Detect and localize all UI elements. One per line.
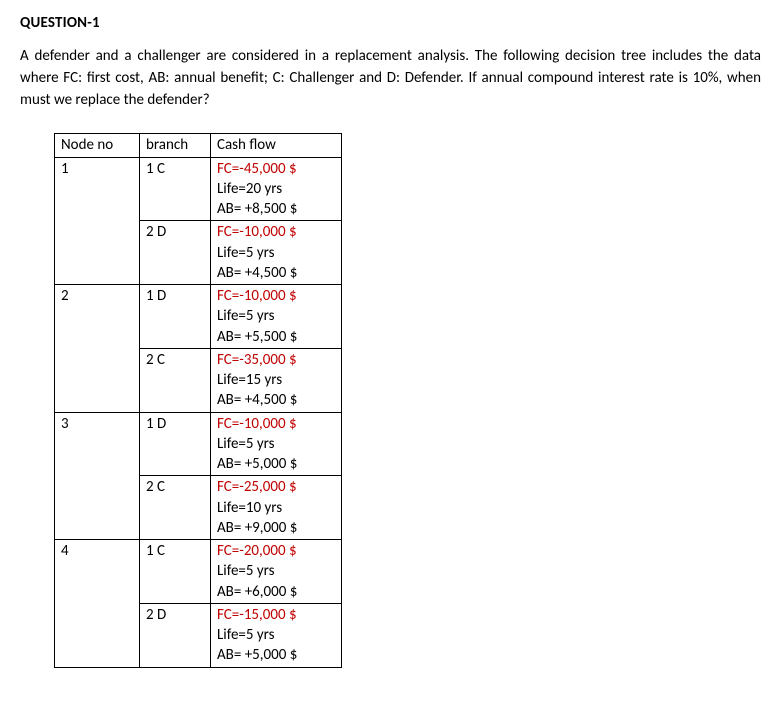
cashflow-line: AB= +4,500 $: [217, 391, 297, 409]
cell-branch: 1 C: [140, 157, 211, 221]
cell-branch: 1 C: [140, 540, 211, 604]
header-cashflow: Cash flow: [211, 134, 342, 157]
decision-table-wrap: Node nobranchCash flow11 CFC=-45,000 $Li…: [54, 133, 761, 667]
cell-cashflow: FC=-10,000 $ Life=5 yrs AB= +5,500 $: [211, 285, 342, 349]
cell-cashflow: FC=-15,000 $ Life=5 yrs AB= +5,000 $: [211, 603, 342, 667]
cell-branch: 1 D: [140, 285, 211, 349]
decision-table: Node nobranchCash flow11 CFC=-45,000 $Li…: [54, 133, 342, 667]
cashflow-line: FC=-25,000 $: [217, 478, 297, 496]
question-title: QUESTION-1: [20, 14, 761, 32]
table-row: 21 DFC=-10,000 $Life=5 yrsAB= +5,500 $: [55, 285, 342, 349]
page: QUESTION-1 A defender and a challenger a…: [0, 0, 781, 688]
cell-branch: 2 D: [140, 603, 211, 667]
question-body: A defender and a challenger are consider…: [20, 46, 761, 111]
cashflow-line: AB= +5,000 $: [217, 455, 297, 473]
cell-node-no: 1: [55, 157, 140, 285]
table-row: 31 DFC=-10,000 $Life=5 yrsAB= +5,000 $: [55, 412, 342, 476]
table-row: 41 CFC=-20,000 $Life=5 yrsAB= +6,000 $: [55, 540, 342, 604]
table-header-row: Node nobranchCash flow: [55, 134, 342, 157]
cashflow-line: Life=5 yrs: [217, 307, 275, 325]
cashflow-line: AB= +5,500 $: [217, 328, 297, 346]
header-node: Node no: [55, 134, 140, 157]
cell-cashflow: FC=-20,000 $ Life=5 yrs AB= +6,000 $: [211, 540, 342, 604]
cell-cashflow: FC=-25,000 $ Life=10 yrs AB= +9,000 $: [211, 476, 342, 540]
cell-cashflow: FC=-10,000 $ Life=5 yrs AB= +4,500 $: [211, 221, 342, 285]
cashflow-line: AB= +9,000 $: [217, 519, 297, 537]
cashflow-line: FC=-10,000 $: [217, 415, 297, 433]
cashflow-line: Life=15 yrs: [217, 371, 282, 389]
cell-cashflow: FC=-10,000 $ Life=5 yrs AB= +5,000 $: [211, 412, 342, 476]
cashflow-line: AB= +8,500 $: [217, 200, 297, 218]
cashflow-line: FC=-10,000 $: [217, 287, 297, 305]
cell-cashflow: FC=-45,000 $ Life=20 yrs AB= +8,500 $: [211, 157, 342, 221]
cell-cashflow: FC=-35,000 $ Life=15 yrs AB= +4,500 $: [211, 348, 342, 412]
cell-branch: 2 C: [140, 476, 211, 540]
cashflow-line: FC=-45,000 $: [217, 160, 297, 178]
cashflow-line: FC=-15,000 $: [217, 606, 297, 624]
cashflow-line: AB= +6,000 $: [217, 583, 297, 601]
cashflow-line: FC=-20,000 $: [217, 542, 297, 560]
cashflow-line: Life=5 yrs: [217, 626, 275, 644]
cashflow-line: Life=5 yrs: [217, 244, 275, 262]
cell-branch: 1 D: [140, 412, 211, 476]
cell-branch: 2 D: [140, 221, 211, 285]
cashflow-line: FC=-10,000 $: [217, 223, 297, 241]
cell-branch: 2 C: [140, 348, 211, 412]
cashflow-line: FC=-35,000 $: [217, 351, 297, 369]
cell-node-no: 3: [55, 412, 140, 540]
header-branch: branch: [140, 134, 211, 157]
cashflow-line: AB= +5,000 $: [217, 646, 297, 664]
cashflow-line: AB= +4,500 $: [217, 264, 297, 282]
cell-node-no: 2: [55, 285, 140, 413]
cashflow-line: Life=5 yrs: [217, 435, 275, 453]
cashflow-line: Life=5 yrs: [217, 562, 275, 580]
table-row: 11 CFC=-45,000 $Life=20 yrsAB= +8,500 $: [55, 157, 342, 221]
cashflow-line: Life=20 yrs: [217, 180, 282, 198]
cashflow-line: Life=10 yrs: [217, 499, 282, 517]
cell-node-no: 4: [55, 540, 140, 668]
